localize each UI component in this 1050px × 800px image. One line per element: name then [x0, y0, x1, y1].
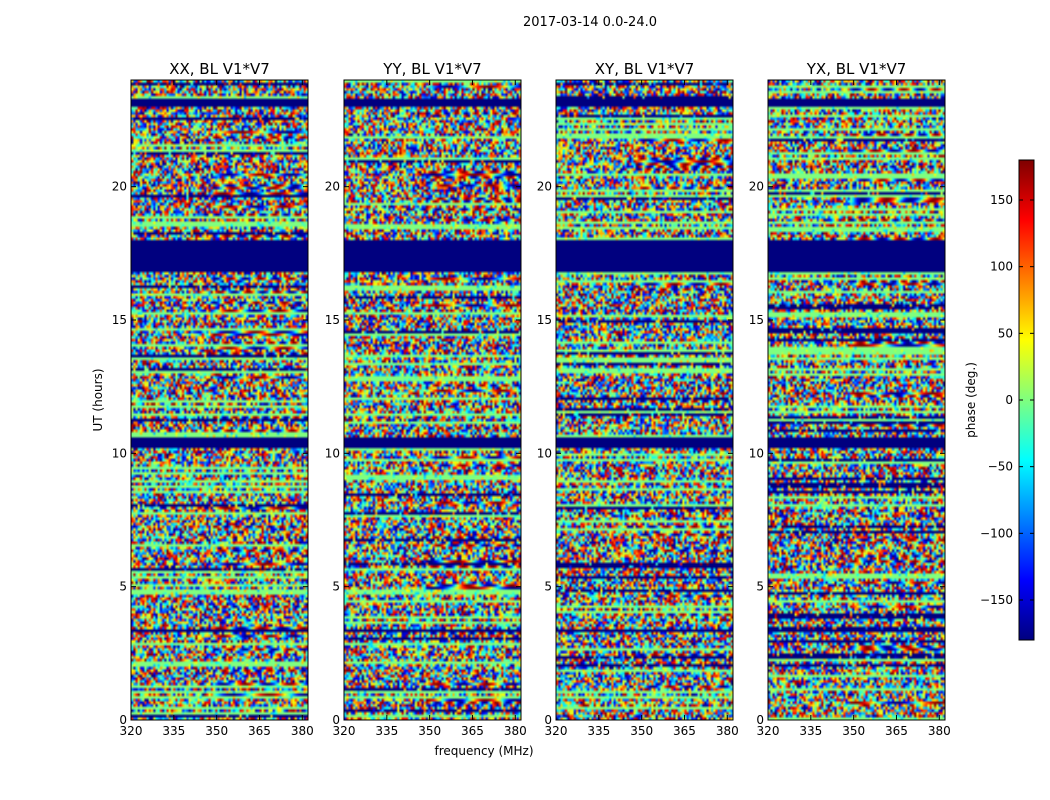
- panel-frame: [343, 79, 522, 721]
- y-tick-label: 10: [325, 446, 340, 460]
- x-tick-label: 350: [418, 724, 441, 738]
- x-tick-label: 380: [291, 724, 314, 738]
- y-tick-label: 5: [756, 580, 764, 594]
- x-tick-label: 350: [630, 724, 653, 738]
- x-tick-label: 365: [885, 724, 908, 738]
- x-tick-label: 320: [120, 724, 143, 738]
- y-tick-label: 20: [537, 180, 552, 194]
- colorbar-tick-label: 0: [1005, 393, 1013, 407]
- heatmap-image: [768, 80, 945, 720]
- y-tick-label: 20: [325, 180, 340, 194]
- panel-title: YY, BL V1*V7: [382, 60, 481, 78]
- panel-frame: [555, 79, 734, 721]
- y-tick-label: 20: [112, 180, 127, 194]
- y-tick-label: 10: [112, 446, 127, 460]
- heatmap-image: [344, 80, 521, 720]
- x-tick-label: 380: [716, 724, 739, 738]
- x-tick-label: 320: [545, 724, 568, 738]
- x-tick-label: 380: [928, 724, 951, 738]
- x-tick-label: 350: [842, 724, 865, 738]
- colorbar-tick-label: −50: [988, 460, 1013, 474]
- colorbar-tick-label: 150: [990, 193, 1013, 207]
- y-tick-label: 0: [119, 713, 127, 727]
- y-tick-label: 5: [119, 580, 127, 594]
- colorbar: 150 100 50 0 −50 −100 −150: [980, 159, 1035, 641]
- y-tick-label: 15: [112, 313, 127, 327]
- panel-title: XY, BL V1*V7: [595, 60, 695, 78]
- y-tick-label: 20: [749, 180, 764, 194]
- x-tick-label: 335: [799, 724, 822, 738]
- x-tick-label: 365: [673, 724, 696, 738]
- y-tick-label: 10: [749, 446, 764, 460]
- colorbar-tick-label: 50: [998, 326, 1013, 340]
- y-axis-label: UT (hours): [91, 368, 105, 431]
- panel-title: YX, BL V1*V7: [806, 60, 907, 78]
- panel-xy: XY, BL V1*V7 320 335 350 365 380 0 5 10 15 20: [537, 60, 739, 738]
- panel-yx: YX, BL V1*V7 320 335 350 365 380 0 5 10 15 20: [749, 60, 951, 738]
- heatmap-image: [556, 80, 733, 720]
- x-tick-label: 335: [162, 724, 185, 738]
- y-tick-label: 0: [544, 713, 552, 727]
- y-tick-label: 15: [537, 313, 552, 327]
- colorbar-tick-label: −100: [980, 526, 1013, 540]
- y-tick-label: 0: [756, 713, 764, 727]
- x-tick-label: 335: [375, 724, 398, 738]
- colorbar-tick-label: 100: [990, 260, 1013, 274]
- panel-yy: YY, BL V1*V7 320 335 350 365 380 0 5 10 15 20: [325, 60, 527, 738]
- heatmap-image: [131, 80, 308, 720]
- x-tick-label: 320: [757, 724, 780, 738]
- x-tick-label: 350: [205, 724, 228, 738]
- y-tick-label: 15: [325, 313, 340, 327]
- y-tick-label: 0: [332, 713, 340, 727]
- y-tick-label: 10: [537, 446, 552, 460]
- x-tick-label: 365: [461, 724, 484, 738]
- y-tick-label: 15: [749, 313, 764, 327]
- x-tick-label: 380: [504, 724, 527, 738]
- x-tick-label: 320: [333, 724, 356, 738]
- panel-title: XX, BL V1*V7: [169, 60, 270, 78]
- y-tick-label: 5: [332, 580, 340, 594]
- x-axis-label: frequency (MHz): [434, 744, 533, 758]
- figure-title: 2017-03-14 0.0-24.0: [523, 15, 657, 30]
- y-tick-label: 5: [544, 580, 552, 594]
- x-tick-label: 335: [587, 724, 610, 738]
- panel-xx: XX, BL V1*V7 320 335 350 365 380 0 5 10 15 20: [112, 60, 314, 738]
- colorbar-label: phase (deg.): [964, 362, 978, 438]
- panel-frame: [130, 79, 309, 721]
- x-tick-label: 365: [248, 724, 271, 738]
- colorbar-tick-label: −150: [980, 593, 1013, 607]
- panel-frame: [767, 79, 946, 721]
